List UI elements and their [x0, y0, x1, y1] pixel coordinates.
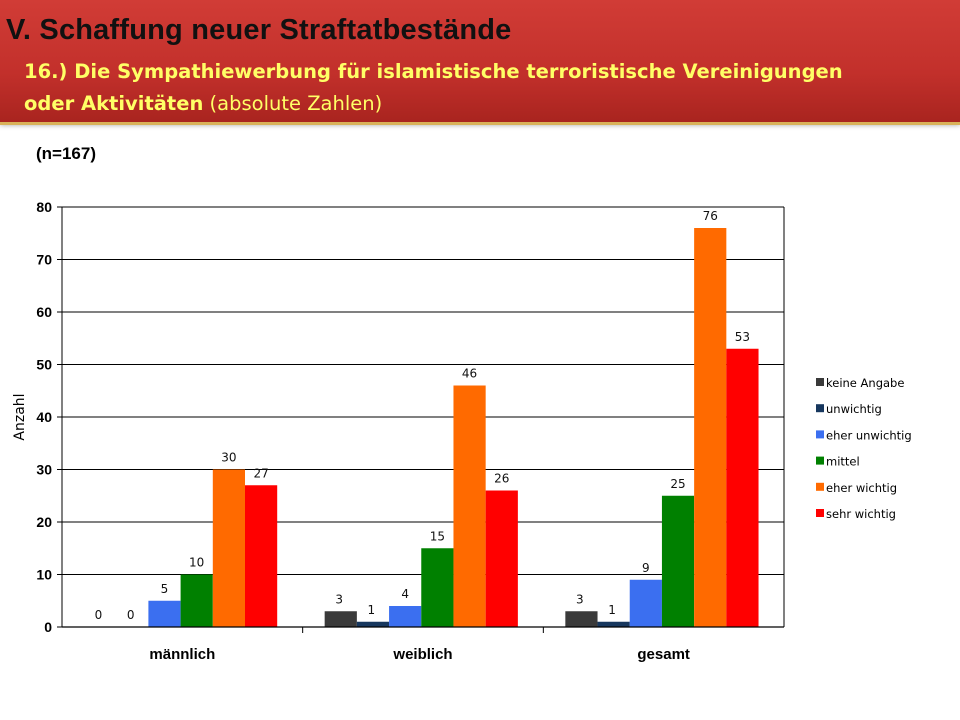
bar — [694, 228, 727, 627]
bar — [661, 495, 695, 627]
y-tick-label: 70 — [36, 252, 52, 268]
data-label: 4 — [401, 587, 409, 601]
y-axis-title: Anzahl — [12, 393, 28, 440]
legend-swatch — [816, 378, 824, 386]
legend-label: unwichtig — [826, 402, 882, 416]
subtitle-line-1: 16.) Die Sympathiewerbung für islamistis… — [24, 60, 843, 83]
data-label: 5 — [161, 582, 169, 596]
bar — [565, 611, 598, 627]
legend-label: sehr wichtig — [826, 507, 896, 521]
bar — [485, 490, 518, 627]
legend-label: eher unwichtig — [826, 428, 912, 442]
y-tick-label: 10 — [36, 567, 52, 583]
y-tick-label: 20 — [36, 514, 52, 530]
data-label: 30 — [221, 451, 236, 465]
bar — [212, 469, 245, 627]
bar — [726, 348, 759, 627]
data-label: 1 — [608, 603, 616, 617]
x-category-label: männlich — [149, 646, 215, 663]
sample-size-label: (n=167) — [36, 144, 96, 163]
data-label: 46 — [462, 367, 477, 381]
data-label: 1 — [368, 603, 376, 617]
bar — [180, 574, 213, 627]
bar — [629, 579, 662, 627]
bar — [597, 621, 630, 627]
subtitle-unit-note: (absolute Zahlen) — [203, 92, 383, 115]
y-tick-label: 0 — [44, 619, 52, 635]
y-tick-label: 30 — [36, 462, 52, 478]
legend-swatch — [816, 482, 824, 491]
slide-title: V. Schaffung neuer Straftatbestände — [6, 14, 512, 46]
y-tick-label: 80 — [36, 199, 52, 215]
data-label: 3 — [576, 592, 584, 606]
bar — [245, 485, 278, 627]
data-label: 9 — [642, 561, 650, 575]
banner-accent-line — [0, 122, 960, 125]
data-label: 3 — [335, 592, 343, 606]
legend-swatch — [816, 404, 824, 413]
subtitle-line-2: oder Aktivitäten — [24, 92, 204, 115]
x-category-label: weiblich — [392, 646, 452, 663]
legend-swatch — [816, 509, 824, 517]
y-tick-label: 60 — [36, 304, 52, 320]
legend-swatch — [816, 430, 824, 439]
legend-swatch — [816, 456, 824, 465]
legend-label: mittel — [826, 455, 860, 469]
slide-subtitle: 16.) Die Sympathiewerbung für islamistis… — [24, 56, 954, 120]
y-tick-label: 50 — [36, 357, 52, 373]
title-banner — [0, 0, 960, 122]
bar — [148, 600, 181, 627]
bar — [356, 621, 390, 627]
legend-label: eher wichtig — [826, 481, 897, 495]
data-label: 76 — [703, 209, 718, 223]
data-labels: 0 0 5 10 30 27 3 1 4 15 46 26 3 1 9 25 76 53 — [95, 209, 750, 622]
bars — [148, 228, 759, 627]
bar — [421, 548, 454, 627]
data-label: 15 — [430, 529, 445, 543]
bar — [389, 606, 422, 627]
data-label: 25 — [670, 477, 685, 491]
data-label: 10 — [189, 556, 204, 570]
legend-label: keine Angabe — [826, 376, 904, 390]
bar — [324, 611, 357, 627]
y-tick-label: 40 — [36, 409, 52, 425]
legend: keine Angabe unwichtig eher unwichtig mitte… — [816, 376, 912, 521]
data-label: 53 — [735, 330, 750, 344]
data-label: 26 — [494, 472, 509, 486]
data-label: 0 — [95, 608, 103, 622]
data-label: 27 — [253, 466, 268, 480]
data-label: 0 — [127, 608, 135, 622]
x-category-label: gesamt — [637, 646, 690, 663]
bar — [453, 385, 486, 627]
